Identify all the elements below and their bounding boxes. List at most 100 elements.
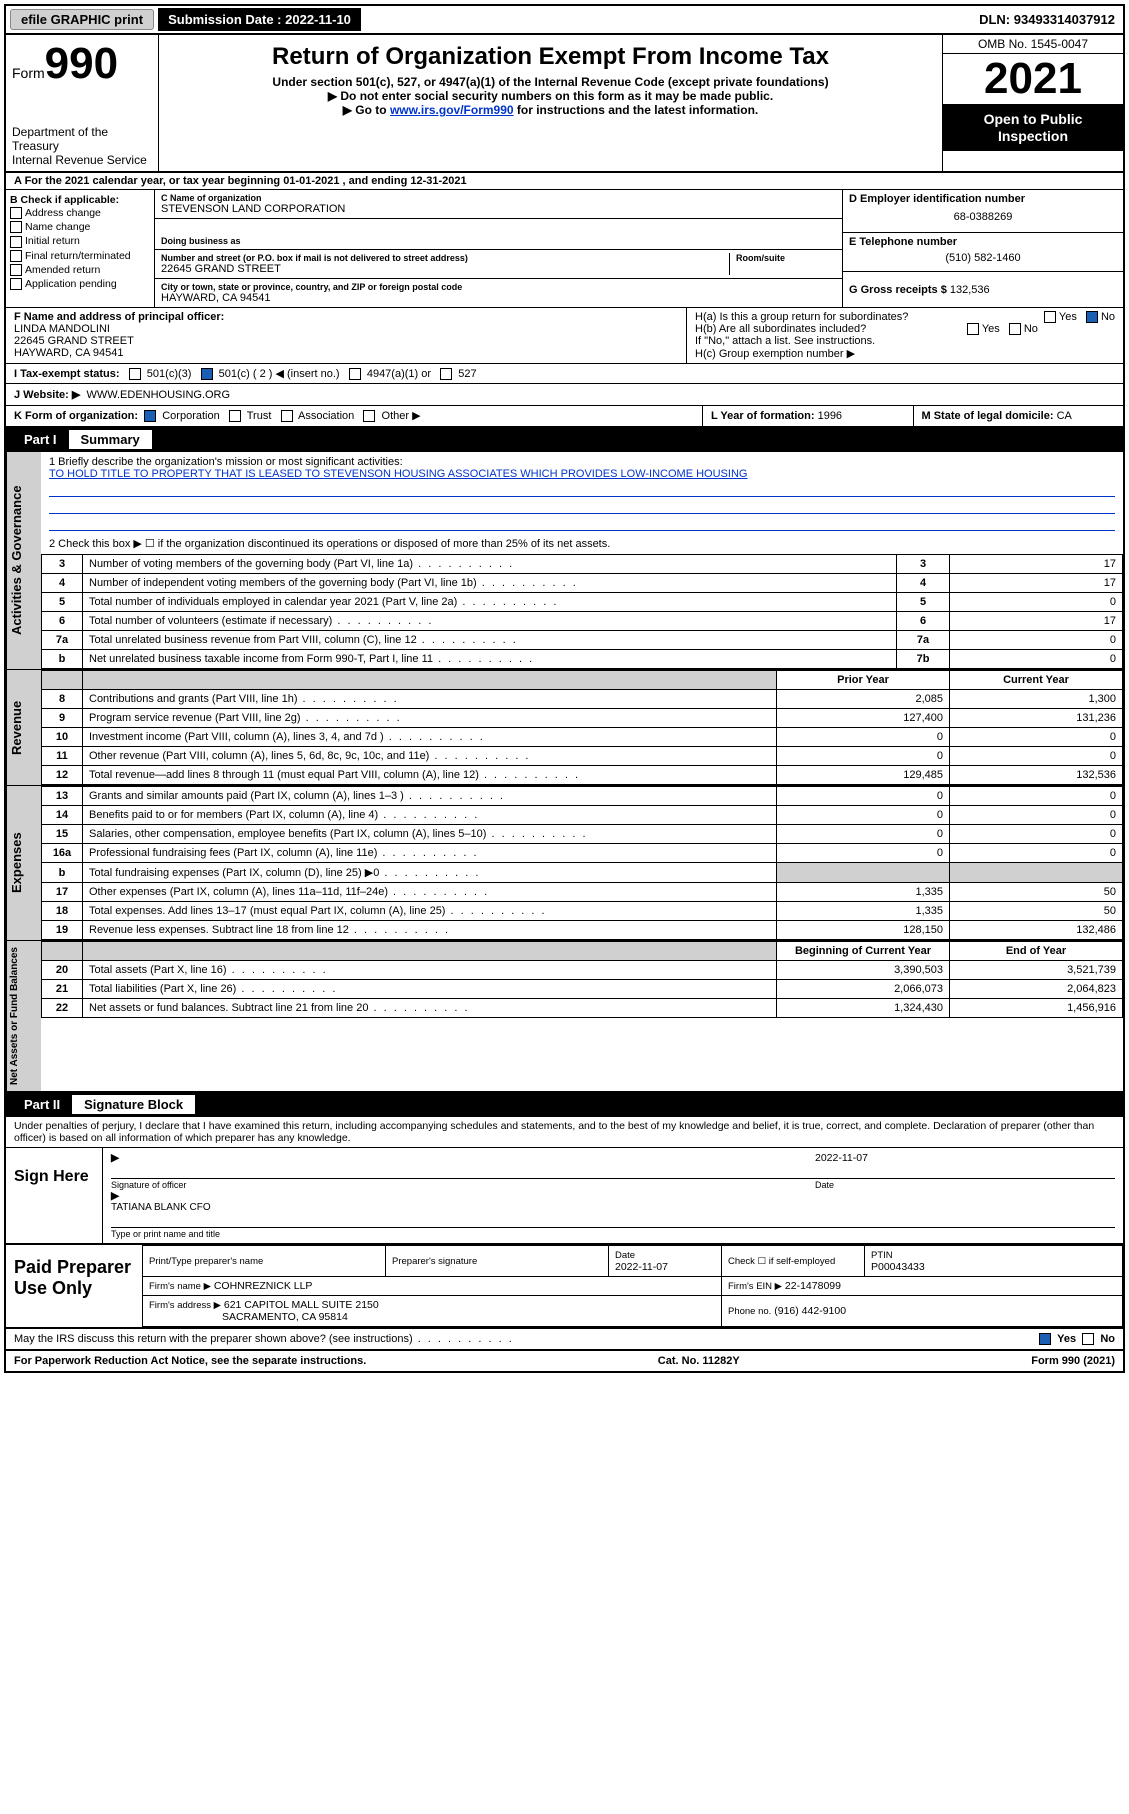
line-val: 17: [950, 612, 1123, 631]
table-row: bNet unrelated business taxable income f…: [42, 650, 1123, 669]
box-deg: D Employer identification number 68-0388…: [842, 190, 1123, 307]
box-k-label: K Form of organization:: [14, 410, 138, 422]
table-row: 21Total liabilities (Part X, line 26)2,0…: [42, 980, 1123, 999]
table-row: 3Number of voting members of the governi…: [42, 555, 1123, 574]
may-irs-no: No: [1100, 1333, 1115, 1345]
curr-val: 2,064,823: [950, 980, 1123, 999]
line-desc: Total liabilities (Part X, line 26): [83, 980, 777, 999]
line-num: 11: [42, 747, 83, 766]
expenses-table: 13Grants and similar amounts paid (Part …: [41, 786, 1123, 940]
street-address: 22645 GRAND STREET: [161, 263, 723, 275]
line-desc: Total unrelated business revenue from Pa…: [83, 631, 897, 650]
box-e-label: E Telephone number: [849, 236, 1117, 248]
table-row: 16aProfessional fundraising fees (Part I…: [42, 844, 1123, 863]
line-desc: Benefits paid to or for members (Part IX…: [83, 806, 777, 825]
line-num: 10: [42, 728, 83, 747]
h-c: H(c) Group exemption number ▶: [695, 347, 1115, 360]
dln: DLN: 93493314037912: [971, 8, 1123, 31]
city-state-zip: HAYWARD, CA 94541: [161, 292, 836, 304]
irs-link[interactable]: www.irs.gov/Form990: [390, 103, 514, 117]
paid-preparer-grid: Print/Type preparer's name Preparer's si…: [142, 1245, 1123, 1327]
h-b: H(b) Are all subordinates included? Yes …: [695, 323, 1115, 335]
otp-line1: Open to Public: [984, 111, 1083, 127]
line-num: b: [42, 650, 83, 669]
curr-val: [950, 863, 1123, 883]
sign-here-block: Sign Here ▶ Signature of officer 2022-11…: [6, 1148, 1123, 1245]
row-j: J Website: ▶ WWW.EDENHOUSING.ORG: [6, 384, 1123, 406]
top-bar: efile GRAPHIC print Submission Date : 20…: [6, 6, 1123, 35]
line-num: 22: [42, 999, 83, 1018]
may-irs-discuss: May the IRS discuss this return with the…: [6, 1329, 1123, 1351]
box-h: H(a) Is this a group return for subordin…: [686, 308, 1123, 363]
telephone: (510) 582-1460: [849, 248, 1117, 268]
line-num: b: [42, 863, 83, 883]
box-b: B Check if applicable: Address change Na…: [6, 190, 155, 307]
submission-date-value: 2022-11-10: [285, 12, 351, 27]
tab-revenue: Revenue: [6, 670, 41, 785]
governance-table: 3Number of voting members of the governi…: [41, 554, 1123, 669]
line-desc: Other revenue (Part VIII, column (A), li…: [83, 747, 777, 766]
curr-val: 0: [950, 825, 1123, 844]
curr-val: 50: [950, 883, 1123, 902]
efile-print-button[interactable]: efile GRAPHIC print: [10, 9, 154, 30]
box-m: M State of legal domicile: CA: [914, 406, 1124, 426]
line-box: 5: [897, 593, 950, 612]
cb-application-pending[interactable]: Application pending: [10, 277, 150, 291]
form-word: Form: [12, 65, 45, 81]
i-4947: 4947(a)(1) or: [367, 368, 431, 380]
mission-line-2: [49, 482, 1115, 497]
na-blank-desc: [83, 942, 777, 961]
k-corp: Corporation: [162, 410, 219, 422]
cb-name-change[interactable]: Name change: [10, 220, 150, 234]
line-num: 7a: [42, 631, 83, 650]
cb-initial-return-label: Initial return: [25, 235, 80, 247]
firm-ein-label: Firm's EIN ▶: [728, 1281, 782, 1292]
header-center: Return of Organization Exempt From Incom…: [159, 35, 942, 171]
prior-val: 2,066,073: [777, 980, 950, 999]
prior-val: 128,150: [777, 921, 950, 940]
line-desc: Contributions and grants (Part VIII, lin…: [83, 690, 777, 709]
line-val: 0: [950, 650, 1123, 669]
i-501c: 501(c) ( 2 ) ◀ (insert no.): [219, 368, 340, 380]
line-num: 17: [42, 883, 83, 902]
officer-name: LINDA MANDOLINI: [14, 323, 678, 335]
prior-val: 2,085: [777, 690, 950, 709]
cb-address-change-label: Address change: [25, 207, 101, 219]
line-desc: Net unrelated business taxable income fr…: [83, 650, 897, 669]
row-a-tax-year: A For the 2021 calendar year, or tax yea…: [6, 173, 1123, 190]
cb-final-return[interactable]: Final return/terminated: [10, 249, 150, 263]
q1-label: 1 Briefly describe the organization's mi…: [49, 456, 1115, 468]
form-subtitle-2: ▶ Do not enter social security numbers o…: [167, 89, 934, 103]
part-2-title: Signature Block: [72, 1095, 195, 1114]
box-c: C Name of organization STEVENSON LAND CO…: [155, 190, 842, 307]
line-val: 0: [950, 593, 1123, 612]
form-subtitle-1: Under section 501(c), 527, or 4947(a)(1)…: [167, 75, 934, 89]
col-boy: Beginning of Current Year: [777, 942, 950, 961]
line-num: 13: [42, 787, 83, 806]
table-row: 10Investment income (Part VIII, column (…: [42, 728, 1123, 747]
tab-expenses: Expenses: [6, 786, 41, 940]
goto-pre: ▶ Go to: [343, 103, 390, 117]
line-desc: Net assets or fund balances. Subtract li…: [83, 999, 777, 1018]
cb-final-return-label: Final return/terminated: [25, 250, 131, 262]
line-num: 6: [42, 612, 83, 631]
pra-notice: For Paperwork Reduction Act Notice, see …: [14, 1355, 366, 1367]
goto-post: for instructions and the latest informat…: [514, 103, 759, 117]
website: WWW.EDENHOUSING.ORG: [86, 389, 230, 401]
cb-initial-return[interactable]: Initial return: [10, 234, 150, 248]
firm-phone: (916) 442-9100: [774, 1305, 846, 1317]
curr-val: 132,536: [950, 766, 1123, 785]
line-desc: Investment income (Part VIII, column (A)…: [83, 728, 777, 747]
cb-amended-return[interactable]: Amended return: [10, 263, 150, 277]
box-k: K Form of organization: Corporation Trus…: [6, 406, 702, 426]
firm-addr-2: SACRAMENTO, CA 95814: [222, 1311, 348, 1323]
header-right: OMB No. 1545-0047 2021 Open to Public In…: [942, 35, 1123, 171]
mission-line-4: [49, 516, 1115, 531]
table-row: 8Contributions and grants (Part VIII, li…: [42, 690, 1123, 709]
part-2-num: Part II: [16, 1097, 68, 1112]
cb-address-change[interactable]: Address change: [10, 206, 150, 220]
h-a-label: H(a) Is this a group return for subordin…: [695, 311, 908, 323]
box-f-label: F Name and address of principal officer:: [14, 311, 678, 323]
part-1-header: Part I Summary: [6, 427, 1123, 452]
line-desc: Total revenue—add lines 8 through 11 (mu…: [83, 766, 777, 785]
